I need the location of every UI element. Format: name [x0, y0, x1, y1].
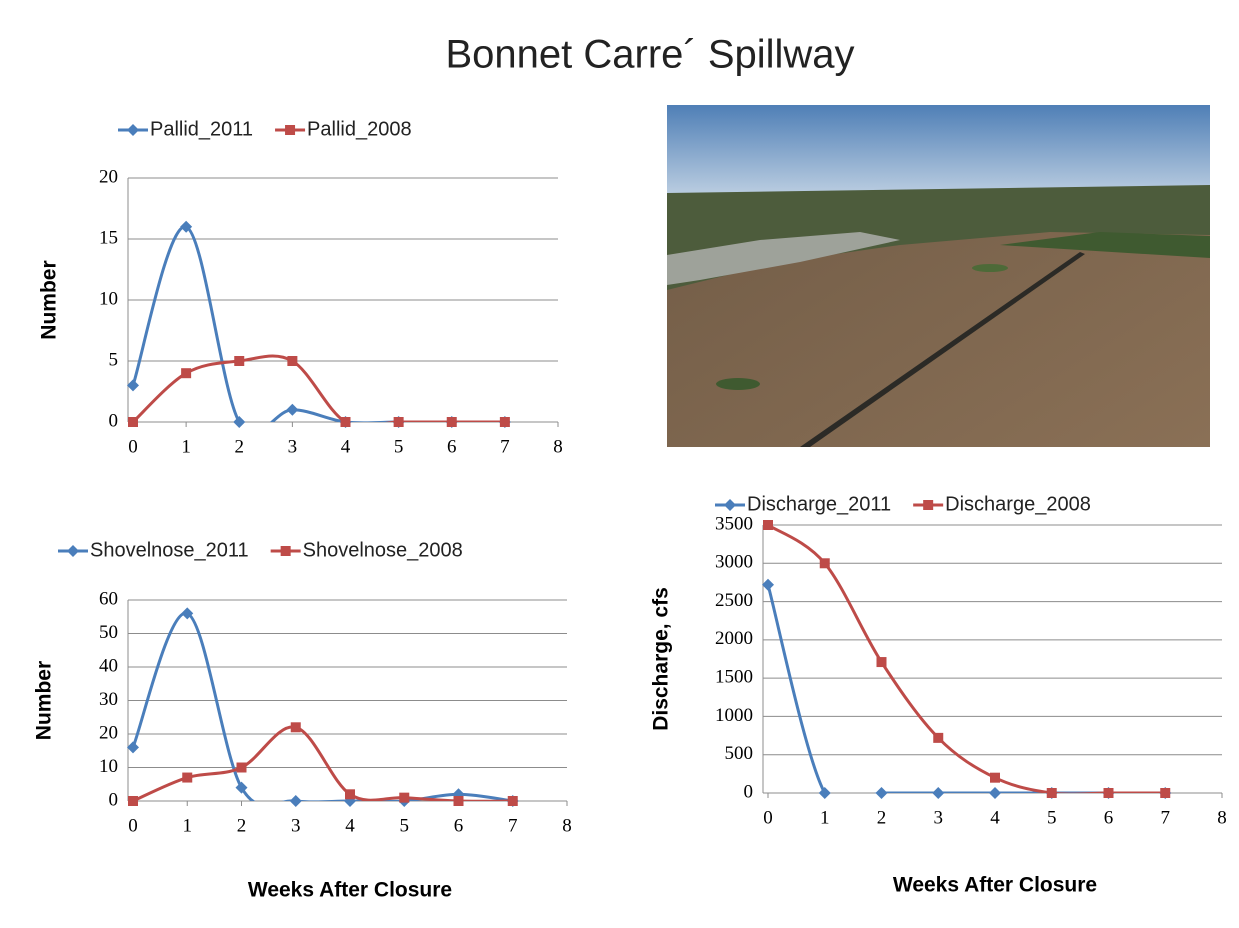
x-tick-label: 0: [128, 436, 138, 457]
y-tick-label: 10: [99, 756, 118, 777]
y-tick-label: 3000: [715, 552, 753, 573]
x-tick-label: 7: [500, 436, 510, 457]
y-tick-label: 2500: [715, 590, 753, 611]
marker: [341, 417, 351, 427]
x-tick-label: 8: [1217, 807, 1227, 828]
y-tick-label: 20: [99, 166, 118, 187]
legend-label: Discharge_2008: [945, 493, 1091, 515]
legend-label: Shovelnose_2011: [90, 539, 249, 561]
y-tick-label: 1000: [715, 705, 753, 726]
x-tick-label: 2: [235, 436, 245, 457]
marker: [1047, 788, 1057, 798]
x-tick-label: 7: [1161, 807, 1171, 828]
x-axis-label: Weeks After Closure: [248, 879, 452, 902]
marker: [345, 789, 355, 799]
x-tick-label: 1: [183, 815, 193, 836]
x-tick-label: 8: [553, 436, 563, 457]
legend-label: Pallid_2008: [307, 118, 412, 140]
legend-marker: [923, 500, 933, 510]
marker: [454, 796, 464, 806]
marker: [291, 722, 301, 732]
photo: [667, 105, 1210, 447]
marker: [820, 558, 830, 568]
y-axis-label: Number: [38, 260, 61, 339]
y-tick-label: 5: [109, 349, 119, 370]
legend-label: Discharge_2011: [747, 493, 891, 515]
y-axis-label: Number: [33, 661, 56, 740]
y-tick-label: 50: [99, 622, 118, 643]
marker: [1104, 788, 1114, 798]
x-tick-label: 2: [237, 815, 247, 836]
x-tick-label: 0: [128, 815, 138, 836]
marker: [990, 773, 1000, 783]
y-tick-label: 40: [99, 655, 118, 676]
y-tick-label: 3500: [715, 513, 753, 534]
marker: [287, 356, 297, 366]
marker: [234, 356, 244, 366]
marker: [1160, 788, 1170, 798]
y-tick-label: 10: [99, 288, 118, 309]
x-tick-label: 4: [990, 807, 1000, 828]
x-tick-label: 2: [877, 807, 887, 828]
slide: Bonnet Carre´ Spillway 05101520012345678…: [0, 0, 1239, 928]
x-tick-label: 3: [288, 436, 298, 457]
slide-title: Bonnet Carre´ Spillway: [445, 33, 854, 77]
marker: [181, 368, 191, 378]
y-tick-label: 20: [99, 722, 118, 743]
x-tick-label: 4: [345, 815, 355, 836]
x-tick-label: 3: [291, 815, 301, 836]
marker: [763, 520, 773, 530]
x-tick-label: 3: [934, 807, 944, 828]
marker: [933, 733, 943, 743]
marker: [508, 796, 518, 806]
y-tick-label: 0: [109, 410, 119, 431]
legend-label: Pallid_2011: [150, 118, 253, 140]
y-tick-label: 30: [99, 689, 118, 710]
x-tick-label: 1: [820, 807, 830, 828]
legend-label: Shovelnose_2008: [303, 539, 463, 561]
marker: [447, 417, 457, 427]
legend-marker: [285, 125, 295, 135]
x-tick-label: 4: [341, 436, 351, 457]
marker: [128, 796, 138, 806]
y-tick-label: 2000: [715, 628, 753, 649]
legend-marker: [281, 546, 291, 556]
y-axis-label: Discharge, cfs: [650, 587, 673, 731]
x-tick-label: 5: [1047, 807, 1057, 828]
y-tick-label: 0: [744, 781, 754, 802]
x-tick-label: 6: [447, 436, 457, 457]
y-tick-label: 60: [99, 588, 118, 609]
marker: [394, 417, 404, 427]
x-axis-label: Weeks After Closure: [893, 874, 1097, 897]
marker: [237, 763, 247, 773]
x-tick-label: 7: [508, 815, 518, 836]
y-tick-label: 0: [109, 789, 119, 810]
marker: [500, 417, 510, 427]
x-tick-label: 0: [763, 807, 773, 828]
x-tick-label: 5: [400, 815, 410, 836]
marker: [128, 417, 138, 427]
x-tick-label: 8: [562, 815, 572, 836]
marker: [399, 793, 409, 803]
marker: [877, 657, 887, 667]
x-tick-label: 6: [1104, 807, 1114, 828]
y-tick-label: 1500: [715, 667, 753, 688]
x-tick-label: 1: [181, 436, 191, 457]
x-tick-label: 5: [394, 436, 404, 457]
y-tick-label: 15: [99, 227, 118, 248]
x-tick-label: 6: [454, 815, 464, 836]
y-tick-label: 500: [725, 743, 754, 764]
marker: [182, 773, 192, 783]
